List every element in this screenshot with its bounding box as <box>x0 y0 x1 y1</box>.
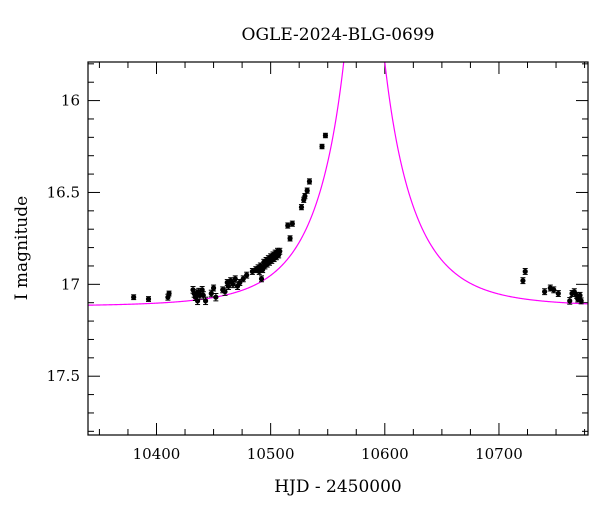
data-point <box>277 247 283 255</box>
data-point <box>304 187 310 194</box>
data-point <box>298 204 305 211</box>
point-marker <box>208 290 214 297</box>
point-marker <box>298 204 305 210</box>
data-point <box>551 286 557 294</box>
point-marker <box>225 283 232 289</box>
data-point <box>287 235 293 242</box>
y-tick-label: 16.5 <box>47 183 80 201</box>
data-point <box>145 296 152 302</box>
tick-labels: 10400 10500 10600 10700 16 16.5 17 17.5 <box>47 92 523 463</box>
y-tick-label: 17 <box>61 275 80 293</box>
data-point <box>166 290 172 297</box>
point-marker <box>322 132 329 139</box>
data-point <box>222 287 228 296</box>
data-point <box>285 222 291 229</box>
data-point <box>258 275 265 283</box>
data-point <box>244 271 250 279</box>
point-marker <box>199 287 205 293</box>
data-point <box>225 282 232 290</box>
point-marker <box>222 289 228 295</box>
data-point <box>202 296 209 306</box>
point-marker <box>304 188 310 194</box>
x-tick-label: 10600 <box>361 445 409 463</box>
data-point <box>302 193 308 200</box>
point-marker <box>210 285 217 291</box>
point-marker <box>302 193 308 199</box>
point-marker <box>230 281 236 287</box>
point-marker <box>285 222 291 229</box>
point-marker <box>289 221 295 227</box>
point-marker <box>200 292 206 298</box>
point-marker <box>577 292 583 298</box>
x-tick-label: 10700 <box>475 445 523 463</box>
point-marker <box>555 290 561 297</box>
data-point <box>567 297 573 305</box>
point-marker <box>202 298 209 304</box>
x-tick-label: 10400 <box>133 445 181 463</box>
point-marker <box>237 279 243 286</box>
point-marker <box>306 178 313 185</box>
data-point <box>232 275 238 283</box>
model-curve <box>88 62 588 306</box>
data-point <box>520 277 526 285</box>
y-tick-label: 16 <box>61 92 80 110</box>
data-point <box>213 293 219 302</box>
data-point <box>306 178 313 185</box>
x-tick-label: 10500 <box>247 445 295 463</box>
data-point <box>210 284 217 292</box>
point-marker <box>258 276 265 282</box>
data-point <box>322 132 329 139</box>
data-point <box>131 294 137 301</box>
point-marker <box>166 290 172 297</box>
point-marker <box>542 289 548 295</box>
point-marker <box>240 276 246 282</box>
point-marker <box>194 298 201 304</box>
axis-ticks <box>88 62 588 435</box>
data-point <box>522 268 528 275</box>
point-marker <box>244 272 250 278</box>
data-point <box>555 290 561 297</box>
point-marker <box>551 287 557 293</box>
point-marker <box>287 235 293 241</box>
data-point <box>319 143 325 150</box>
data-point <box>289 220 295 227</box>
data-point <box>578 297 584 305</box>
data-points <box>131 132 584 306</box>
point-marker <box>578 298 584 304</box>
point-marker <box>520 278 526 284</box>
data-point <box>234 282 241 290</box>
point-marker <box>522 268 528 275</box>
y-axis-label: I magnitude <box>12 196 32 300</box>
data-point <box>240 275 246 283</box>
plot-frame <box>87 61 589 436</box>
point-marker <box>567 298 573 304</box>
point-marker <box>213 294 219 300</box>
point-marker <box>277 248 283 254</box>
point-marker <box>131 294 137 300</box>
point-marker <box>232 276 238 282</box>
point-marker <box>319 143 325 150</box>
point-marker <box>145 296 152 302</box>
chart-title: OGLE-2024-BLG-0699 <box>242 25 435 45</box>
x-axis-label: HJD - 2450000 <box>274 477 402 497</box>
y-tick-label: 17.5 <box>47 367 80 385</box>
data-point <box>542 288 548 296</box>
